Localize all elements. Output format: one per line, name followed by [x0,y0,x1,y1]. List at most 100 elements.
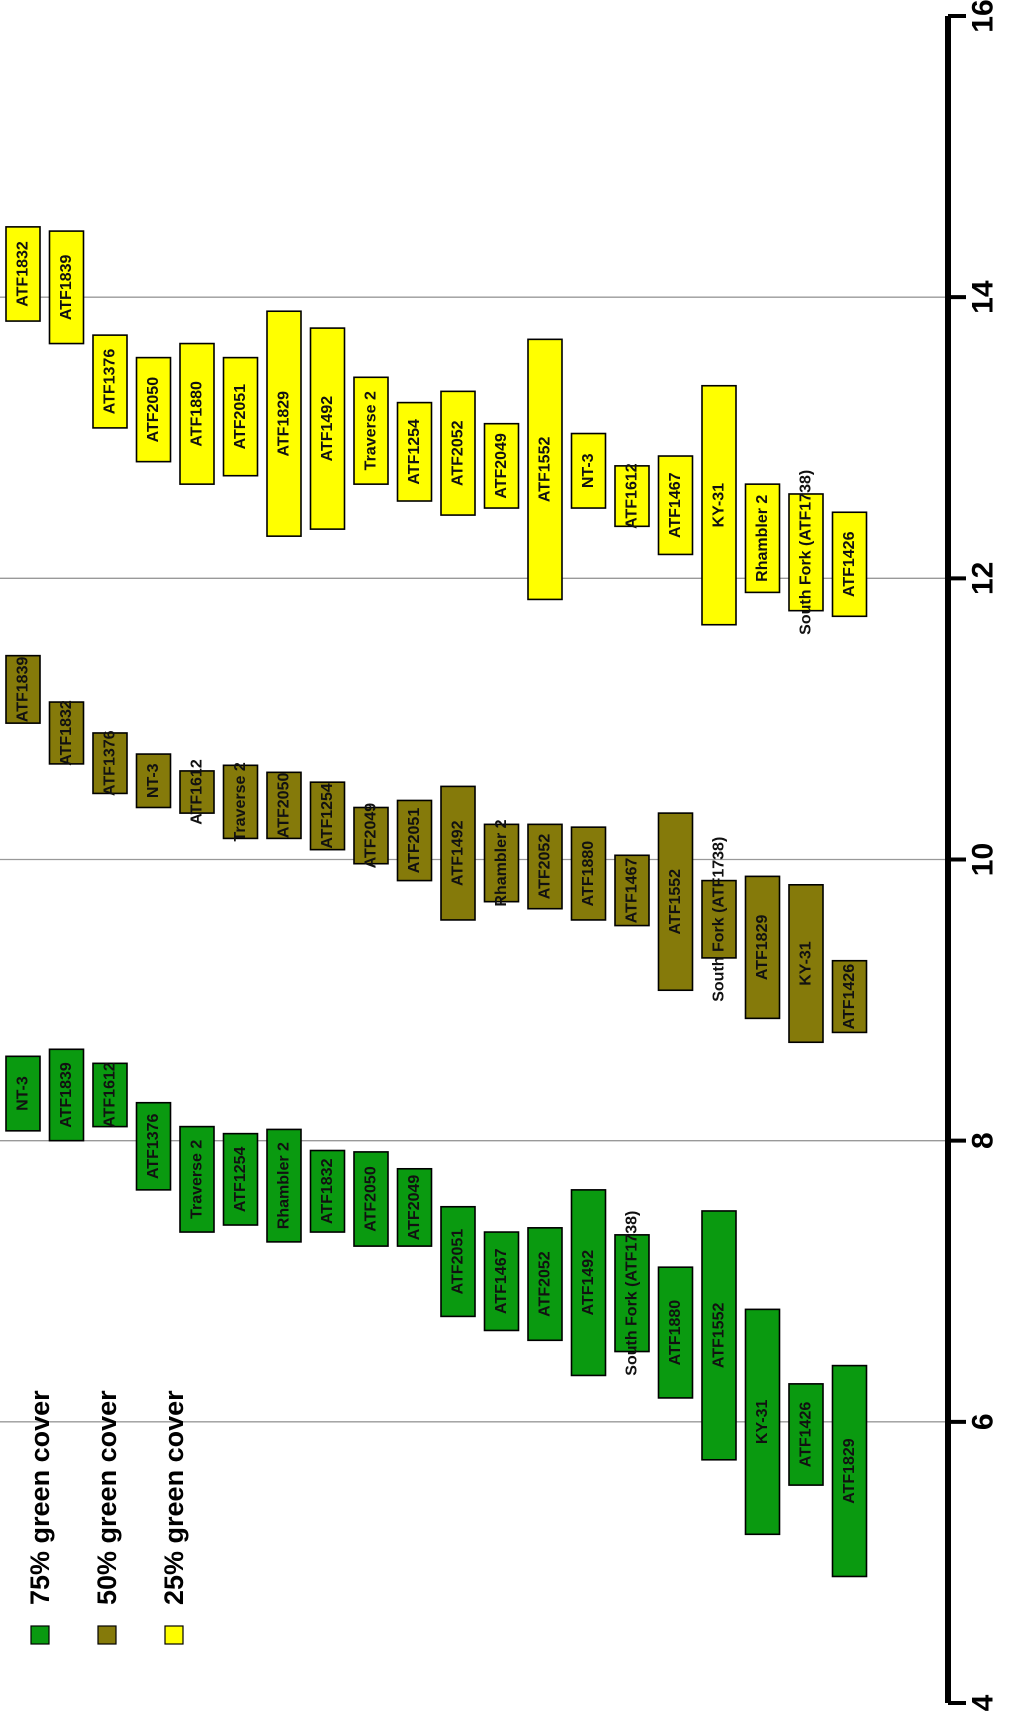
bar [440,785,476,921]
bar-label: ATF1832 [319,1158,336,1224]
bar [92,732,128,795]
bar-label: ATF2052 [537,1251,554,1317]
bar [396,1167,433,1247]
bar-label: ATF1552 [667,869,684,935]
bar-label: South Fork (ATF1738) [624,1211,641,1376]
bar [179,1125,215,1233]
legend-swatch [97,1625,117,1645]
bar [309,327,346,530]
bar-label: ATF2051 [406,808,423,874]
bar [353,1151,389,1247]
bar [48,701,85,765]
bar-label: ATF2050 [145,377,162,443]
bar-label: Traverse 2 [189,1140,206,1219]
bar-label: ATF2050 [363,1166,380,1232]
y-tick-label: 12 [967,562,1000,595]
bar [179,770,215,814]
bar-label: ATF1376 [102,349,119,415]
bar [135,753,172,809]
bar [48,1048,85,1142]
bar [788,884,824,1044]
bar-label: ATF1552 [537,437,554,503]
bar [222,764,259,840]
bar-label: Rhambler 2 [493,819,510,906]
y-tick-label: 16 [967,0,1000,33]
bar [266,1128,302,1243]
bar [135,356,172,463]
bar-label: ATF1832 [58,700,75,766]
bar-label: ATF1492 [580,1250,597,1316]
bar [5,654,41,724]
legend: 75% green cover 50% green cover 25% green … [25,1390,189,1645]
bar-label: ATF1376 [145,1113,162,1179]
bar [266,310,302,537]
bar [570,826,607,921]
bar [353,376,389,485]
bar [831,959,868,1034]
bar [527,338,563,601]
y-tick-label: 14 [967,280,1000,314]
bar [222,356,259,477]
bar [135,1101,172,1191]
bar-label: ATF1492 [319,396,336,462]
bar-label: NT-3 [145,763,162,798]
bar-label: ATF1254 [319,783,336,849]
bar [179,342,215,485]
bar [5,1055,41,1132]
bar [570,1189,607,1377]
bar [48,230,85,345]
bar [5,226,41,322]
bar-label: ATF1612 [189,759,206,825]
bar-label: ATF1467 [624,858,641,924]
bar-label: ATF2051 [450,1229,467,1295]
bar-label: ATF1612 [624,463,641,529]
bar-label: South Fork (ATF1738) [711,837,728,1002]
bar-label: ATF1467 [667,472,684,538]
bar-label: Traverse 2 [363,391,380,470]
bar-label: ATF1839 [58,1062,75,1128]
bar [396,401,433,502]
bar-label: Traverse 2 [232,762,249,841]
bar [788,1383,824,1486]
bar [527,823,563,910]
bar [527,1227,563,1342]
bar-label: ATF1829 [841,1438,858,1504]
bar [657,812,694,992]
bar-label: ATF1839 [58,254,75,320]
bar-label: ATF1832 [15,241,32,307]
bar-label: ATF1552 [711,1303,728,1369]
bar-label: KY-31 [711,483,728,528]
bar [570,432,607,509]
bar-label: ATF1426 [841,531,858,597]
y-tick-label: 10 [967,843,1000,876]
bar [309,1149,346,1233]
bar [266,771,302,840]
bar-label: ATF2049 [363,803,380,869]
y-axis: 4 6 8 10 12 14 16 [945,0,1000,1711]
bar-label: KY-31 [754,1399,771,1444]
bar [440,1205,476,1318]
legend-label: 50% green cover [92,1390,122,1605]
bar-label: ATF2050 [276,773,293,839]
bar [701,1210,737,1461]
bar [483,1231,520,1332]
bar-label: ATF1880 [580,841,597,907]
bar [309,781,346,851]
bar [222,1132,259,1226]
bar [831,511,868,618]
bar [353,806,389,865]
bar [396,799,433,882]
bar [92,334,128,429]
legend-swatch [30,1625,50,1645]
bar-label: ATF2051 [232,384,249,450]
legend-label: 25% green cover [159,1390,189,1605]
legend-swatch [164,1625,184,1645]
bar-label: ATF1254 [232,1146,249,1212]
bar-label: ATF2049 [406,1175,423,1241]
bar-label: ATF1880 [189,381,206,447]
bar [614,1234,650,1353]
y-tick-label: 8 [967,1132,1000,1149]
legend-label: 75% green cover [25,1390,55,1605]
y-tick-label: 6 [967,1413,1000,1430]
bar [744,875,781,1020]
